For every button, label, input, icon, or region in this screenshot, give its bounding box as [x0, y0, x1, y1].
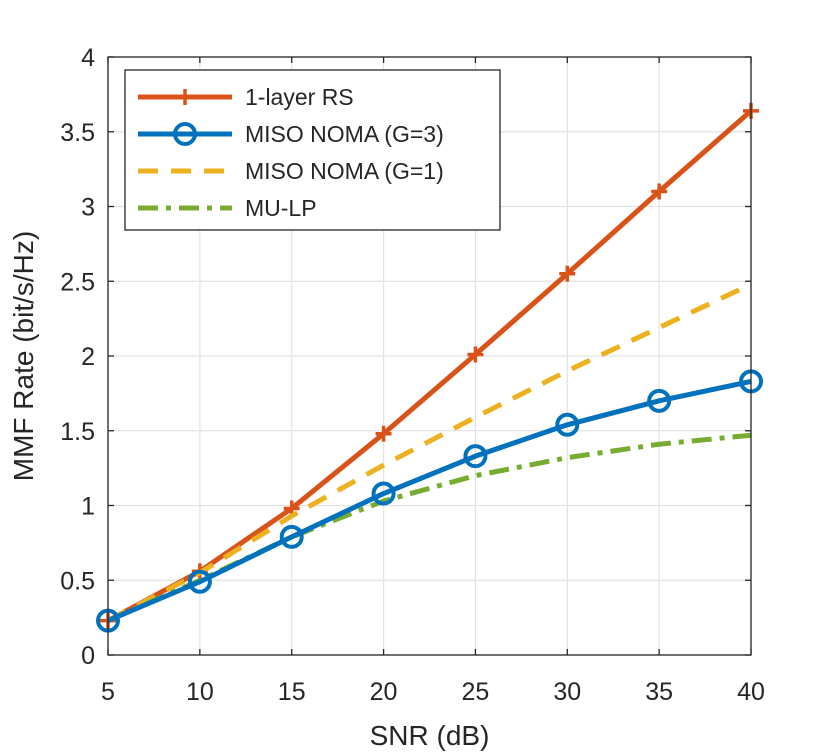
series-line: [106, 281, 753, 623]
legend-entry: MU-LP: [138, 195, 317, 221]
y-tick-label: 3.5: [60, 119, 95, 147]
data-point: [559, 265, 576, 282]
y-tick-label: 3: [81, 194, 95, 222]
legend-marker: [173, 122, 197, 146]
x-tick-label: 5: [101, 678, 115, 706]
data-point: [463, 444, 488, 469]
series-miso-noma-g-3: [96, 369, 763, 633]
x-tick-label: 30: [553, 678, 581, 706]
y-tick-label: 0: [81, 642, 95, 670]
legend: 1-layer RS MISO NOMA (G=3) MISO NOMA (G=1)…: [124, 69, 501, 231]
data-point: [279, 524, 304, 549]
x-tick-label: 25: [462, 678, 490, 706]
data-point: [647, 388, 672, 413]
series-line: [106, 108, 753, 623]
data-point: [467, 346, 484, 363]
legend-entry: MISO NOMA (G=3): [138, 121, 444, 147]
legend-label: MU-LP: [245, 195, 317, 221]
y-tick-label: 1: [81, 493, 95, 521]
legend-label: MISO NOMA (G=3): [245, 121, 444, 147]
y-tick-label: 2: [81, 343, 95, 371]
legend-label: MISO NOMA (G=1): [245, 158, 444, 184]
data-point: [187, 569, 212, 594]
y-tick-label: 2.5: [60, 268, 95, 296]
tick-labels: 5 10 15 20 25 30 35 40 0 0.5 1 1.5 2 2.5 3 3.5 4: [60, 44, 765, 706]
legend-marker: [177, 89, 193, 105]
x-tick-label: 20: [370, 678, 398, 706]
y-tick-label: 4: [81, 44, 95, 72]
legend-entry: MISO NOMA (G=1): [138, 158, 444, 184]
y-tick-label: 1.5: [60, 418, 95, 446]
x-tick-label: 15: [278, 678, 306, 706]
y-axis-label: MMF Rate (bit/s/Hz): [8, 231, 39, 481]
data-point: [375, 425, 392, 442]
x-tick-label: 35: [645, 678, 673, 706]
legend-entry: 1-layer RS: [138, 84, 354, 110]
legend-label: 1-layer RS: [245, 84, 354, 110]
axis-ticks: [107, 56, 752, 656]
data-point: [555, 412, 580, 437]
x-axis-label: SNR (dB): [370, 720, 490, 751]
data-point: [651, 183, 668, 200]
series-line: [107, 378, 752, 623]
x-tick-label: 10: [186, 678, 214, 706]
series-miso-noma-g-1: [106, 281, 753, 623]
y-tick-label: 0.5: [60, 567, 95, 595]
data-point: [371, 481, 396, 506]
x-tick-label: 40: [737, 678, 765, 706]
